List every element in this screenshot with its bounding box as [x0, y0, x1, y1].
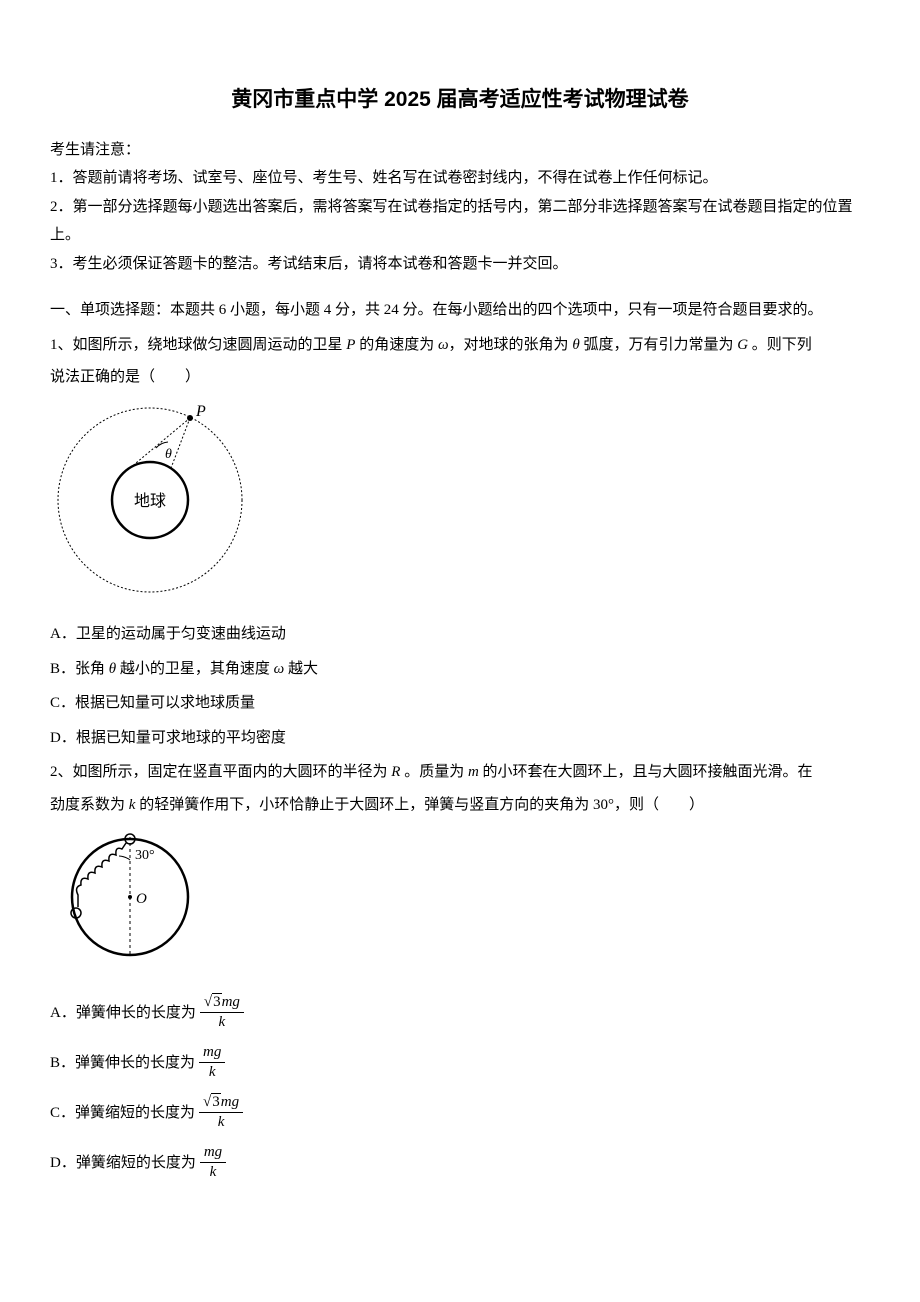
- frac-num: mg: [200, 1143, 226, 1164]
- q2-l1a: 2、如图所示，固定在竖直平面内的大圆环的半径为: [50, 764, 391, 780]
- sqrt-arg: 3: [212, 993, 222, 1010]
- earth-orbit-icon: 地球 θ P: [50, 400, 250, 600]
- frac-num: mg: [199, 1043, 225, 1064]
- q2-l2b: 的轻弹簧作用下，小环恰静止于大圆环上，弹簧与竖直方向的夹角为 30°，则（ ）: [135, 797, 704, 813]
- spring-coil: [77, 843, 126, 907]
- sqrt-arg: 3: [211, 1093, 221, 1110]
- question-2: 2、如图所示，固定在竖直平面内的大圆环的半径为 R 。质量为 m 的小环套在大圆…: [50, 758, 870, 1183]
- section-header: 一、单项选择题：本题共 6 小题，每小题 4 分，共 24 分。在每小题给出的四…: [50, 296, 870, 325]
- q2-optD: D．弹簧缩短的长度为 mg k: [50, 1143, 870, 1183]
- q1-options: A．卫星的运动属于匀变速曲线运动 B．张角 θ 越小的卫星，其角速度 ω 越大 …: [50, 620, 870, 752]
- instruction-item: 1．答题前请将考场、试室号、座位号、考生号、姓名写在试卷密封线内，不得在试卷上作…: [50, 164, 870, 193]
- fraction-sqrt3mg-k: 3mg k: [200, 993, 244, 1033]
- q2-m: m: [468, 764, 479, 780]
- q1-optB-omega: ω: [274, 661, 285, 677]
- q2-optA-text: A．弹簧伸长的长度为: [50, 999, 196, 1028]
- q2-optB-text: B．弹簧伸长的长度为: [50, 1049, 195, 1078]
- satellite-point: [187, 415, 193, 421]
- q2-options: A．弹簧伸长的长度为 3mg k B．弹簧伸长的长度为 mg k C．弹簧缩短的…: [50, 993, 870, 1183]
- instructions-header: 考生请注意：: [50, 136, 870, 165]
- q1-l1b: 的角速度为: [355, 337, 438, 353]
- q1-text-line1: 1、如图所示，绕地球做匀速圆周运动的卫星 P 的角速度为 ω，对地球的张角为 θ…: [50, 331, 870, 360]
- q1-optB-c: 越大: [284, 661, 318, 677]
- instruction-item: 3．考生必须保证答题卡的整洁。考试结束后，请将本试卷和答题卡一并交回。: [50, 250, 870, 279]
- q1-optB-b: 越小的卫星，其角速度: [116, 661, 274, 677]
- frac-den: k: [200, 1013, 244, 1033]
- q1-optC: C．根据已知量可以求地球质量: [50, 689, 870, 718]
- frac-num: 3mg: [199, 1093, 243, 1114]
- q2-optB: B．弹簧伸长的长度为 mg k: [50, 1043, 870, 1083]
- tangent-line-2: [124, 418, 190, 473]
- q1-theta: θ: [572, 337, 579, 353]
- q2-text-line2: 劲度系数为 k 的轻弹簧作用下，小环恰静止于大圆环上，弹簧与竖直方向的夹角为 3…: [50, 791, 870, 820]
- q2-l2a: 劲度系数为: [50, 797, 129, 813]
- frac-den: k: [200, 1163, 226, 1183]
- frac-mg: mg: [222, 994, 240, 1010]
- q1-l1d: 弧度，万有引力常量为: [580, 337, 738, 353]
- angle-arc-30: [119, 856, 130, 860]
- q1-optB-a: B．张角: [50, 661, 109, 677]
- frac-num: 3mg: [200, 993, 244, 1014]
- theta-label: θ: [165, 447, 172, 462]
- instructions-block: 考生请注意： 1．答题前请将考场、试室号、座位号、考生号、姓名写在试卷密封线内，…: [50, 136, 870, 279]
- q1-l1c: ，对地球的张角为: [449, 337, 573, 353]
- q2-figure: O 30°: [50, 827, 870, 983]
- q2-l1b: 。质量为: [400, 764, 468, 780]
- sqrt-icon: 3: [203, 1093, 221, 1113]
- ring-spring-icon: O 30°: [50, 827, 215, 972]
- question-1: 1、如图所示，绕地球做匀速圆周运动的卫星 P 的角速度为 ω，对地球的张角为 θ…: [50, 331, 870, 753]
- exam-title: 黄冈市重点中学 2025 届高考适应性考试物理试卷: [50, 80, 870, 120]
- sqrt-icon: 3: [204, 993, 222, 1013]
- fraction-mg-k: mg k: [200, 1143, 226, 1183]
- q1-omega: ω: [438, 337, 449, 353]
- instruction-item: 2．第一部分选择题每小题选出答案后，需将答案写在试卷指定的括号内，第二部分非选择…: [50, 193, 870, 250]
- center-dot: [128, 895, 132, 899]
- frac-den: k: [199, 1063, 225, 1083]
- O-label: O: [136, 891, 147, 907]
- frac-mg: mg: [221, 1094, 239, 1110]
- q2-l1c: 的小环套在大圆环上，且与大圆环接触面光滑。在: [479, 764, 813, 780]
- q1-G: G: [737, 337, 748, 353]
- q1-l1a: 1、如图所示，绕地球做匀速圆周运动的卫星: [50, 337, 346, 353]
- fraction-mg-k: mg k: [199, 1043, 225, 1083]
- q2-optC: C．弹簧缩短的长度为 3mg k: [50, 1093, 870, 1133]
- P-label: P: [195, 403, 206, 420]
- q1-optA: A．卫星的运动属于匀变速曲线运动: [50, 620, 870, 649]
- q1-figure: 地球 θ P: [50, 400, 870, 611]
- q1-optB: B．张角 θ 越小的卫星，其角速度 ω 越大: [50, 655, 870, 684]
- earth-label: 地球: [134, 492, 166, 510]
- q2-optA: A．弹簧伸长的长度为 3mg k: [50, 993, 870, 1033]
- q2-text-line1: 2、如图所示，固定在竖直平面内的大圆环的半径为 R 。质量为 m 的小环套在大圆…: [50, 758, 870, 787]
- frac-den: k: [199, 1113, 243, 1133]
- q1-text-line2: 说法正确的是（ ）: [50, 363, 870, 392]
- fraction-sqrt3mg-k: 3mg k: [199, 1093, 243, 1133]
- angle-30-label: 30°: [135, 848, 155, 863]
- q1-optD: D．根据已知量可求地球的平均密度: [50, 724, 870, 753]
- q2-optD-text: D．弹簧缩短的长度为: [50, 1149, 196, 1178]
- q1-l1e: 。则下列: [748, 337, 812, 353]
- q2-optC-text: C．弹簧缩短的长度为: [50, 1099, 195, 1128]
